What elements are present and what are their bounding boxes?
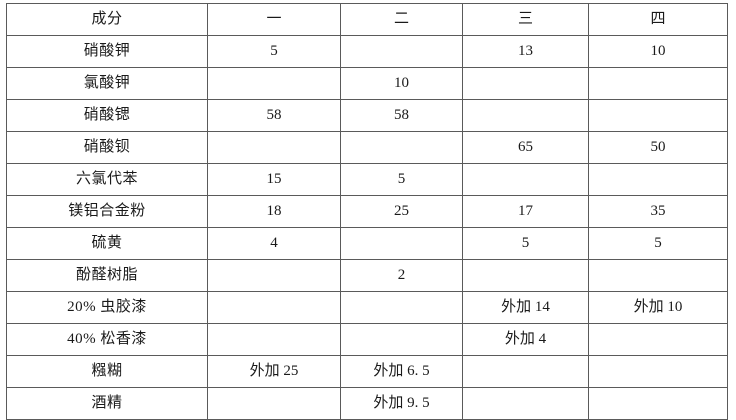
- ingredient-value-cell: 35: [588, 195, 728, 228]
- ingredient-value-cell: 25: [340, 195, 463, 228]
- ingredient-value-cell: 5: [462, 227, 589, 260]
- ingredient-value-cell: [588, 323, 728, 356]
- ingredient-name-cell: 酒精: [6, 387, 208, 420]
- ingredient-value-cell: [207, 67, 341, 100]
- ingredient-value-cell: 15: [207, 163, 341, 196]
- table-row: 40% 松香漆 外加 4: [6, 323, 728, 356]
- column-header-two: 二: [340, 3, 463, 36]
- ingredient-value-cell: 4: [207, 227, 341, 260]
- ingredient-value-cell: 外加 25: [207, 355, 341, 388]
- ingredient-name-cell: 40% 松香漆: [6, 323, 208, 356]
- table-row: 20% 虫胶漆 外加 14 外加 10: [6, 291, 728, 324]
- ingredient-value-cell: [588, 99, 728, 132]
- ingredient-value-cell: [462, 67, 589, 100]
- ingredient-name-cell: 氯酸钾: [6, 67, 208, 100]
- header-row: 成分 一 二 三 四: [6, 3, 728, 36]
- ingredient-value-cell: 外加 6. 5: [340, 355, 463, 388]
- ingredient-name-cell: 糨糊: [6, 355, 208, 388]
- ingredient-value-cell: [588, 259, 728, 292]
- ingredient-value-cell: [462, 259, 589, 292]
- ingredient-value-cell: [340, 323, 463, 356]
- ingredient-value-cell: 外加 14: [462, 291, 589, 324]
- ingredient-value-cell: 50: [588, 131, 728, 164]
- table-row: 硝酸钡 65 50: [6, 131, 728, 164]
- ingredient-value-cell: [340, 35, 463, 68]
- ingredient-value-cell: [207, 323, 341, 356]
- ingredient-value-cell: [340, 291, 463, 324]
- table-row: 酚醛树脂 2: [6, 259, 728, 292]
- ingredient-value-cell: 5: [340, 163, 463, 196]
- ingredient-value-cell: [340, 227, 463, 260]
- ingredient-value-cell: [207, 259, 341, 292]
- ingredient-value-cell: [588, 355, 728, 388]
- table-row: 硝酸钾 5 13 10: [6, 35, 728, 68]
- ingredient-value-cell: 5: [207, 35, 341, 68]
- ingredient-value-cell: 10: [588, 35, 728, 68]
- ingredient-value-cell: [588, 67, 728, 100]
- ingredient-name-cell: 20% 虫胶漆: [6, 291, 208, 324]
- ingredient-value-cell: 17: [462, 195, 589, 228]
- ingredient-name-cell: 硝酸钡: [6, 131, 208, 164]
- ingredient-value-cell: 58: [340, 99, 463, 132]
- column-header-four: 四: [588, 3, 728, 36]
- ingredient-value-cell: 10: [340, 67, 463, 100]
- table-body: 硝酸钾 5 13 10 氯酸钾 10 硝酸锶 58 58 硝酸钡 65 50 六氯代苯 15 5 镁铝合金粉 1…: [6, 35, 728, 420]
- ingredient-name-cell: 硝酸锶: [6, 99, 208, 132]
- ingredient-value-cell: 13: [462, 35, 589, 68]
- table-row: 糨糊 外加 25 外加 6. 5: [6, 355, 728, 388]
- table-row: 酒精 外加 9. 5: [6, 387, 728, 420]
- ingredient-value-cell: [462, 355, 589, 388]
- ingredient-value-cell: 外加 10: [588, 291, 728, 324]
- ingredient-name-cell: 六氯代苯: [6, 163, 208, 196]
- column-header-three: 三: [462, 3, 589, 36]
- table-row: 氯酸钾 10: [6, 67, 728, 100]
- ingredient-name-cell: 镁铝合金粉: [6, 195, 208, 228]
- table-row: 镁铝合金粉 18 25 17 35: [6, 195, 728, 228]
- column-header-name: 成分: [6, 3, 208, 36]
- ingredient-value-cell: [207, 291, 341, 324]
- ingredient-value-cell: 65: [462, 131, 589, 164]
- table-header: 成分 一 二 三 四: [6, 3, 728, 36]
- ingredient-value-cell: [462, 99, 589, 132]
- ingredient-value-cell: 2: [340, 259, 463, 292]
- ingredient-name-cell: 硝酸钾: [6, 35, 208, 68]
- table-row: 硝酸锶 58 58: [6, 99, 728, 132]
- composition-formula-table: 成分 一 二 三 四 硝酸钾 5 13 10 氯酸钾 10 硝酸锶 58 58 硝酸钡 65 50 六氯…: [6, 3, 728, 420]
- formula-table-container: 成分 一 二 三 四 硝酸钾 5 13 10 氯酸钾 10 硝酸锶 58 58 硝酸钡 65 50 六氯…: [6, 3, 728, 420]
- ingredient-value-cell: 外加 9. 5: [340, 387, 463, 420]
- ingredient-value-cell: [462, 163, 589, 196]
- ingredient-value-cell: 5: [588, 227, 728, 260]
- table-row: 六氯代苯 15 5: [6, 163, 728, 196]
- ingredient-value-cell: [588, 387, 728, 420]
- ingredient-name-cell: 酚醛树脂: [6, 259, 208, 292]
- ingredient-value-cell: [462, 387, 589, 420]
- ingredient-value-cell: 18: [207, 195, 341, 228]
- ingredient-value-cell: [340, 131, 463, 164]
- ingredient-name-cell: 硫黄: [6, 227, 208, 260]
- ingredient-value-cell: 58: [207, 99, 341, 132]
- table-row: 硫黄 4 5 5: [6, 227, 728, 260]
- ingredient-value-cell: [207, 387, 341, 420]
- ingredient-value-cell: [207, 131, 341, 164]
- ingredient-value-cell: [588, 163, 728, 196]
- column-header-one: 一: [207, 3, 341, 36]
- ingredient-value-cell: 外加 4: [462, 323, 589, 356]
